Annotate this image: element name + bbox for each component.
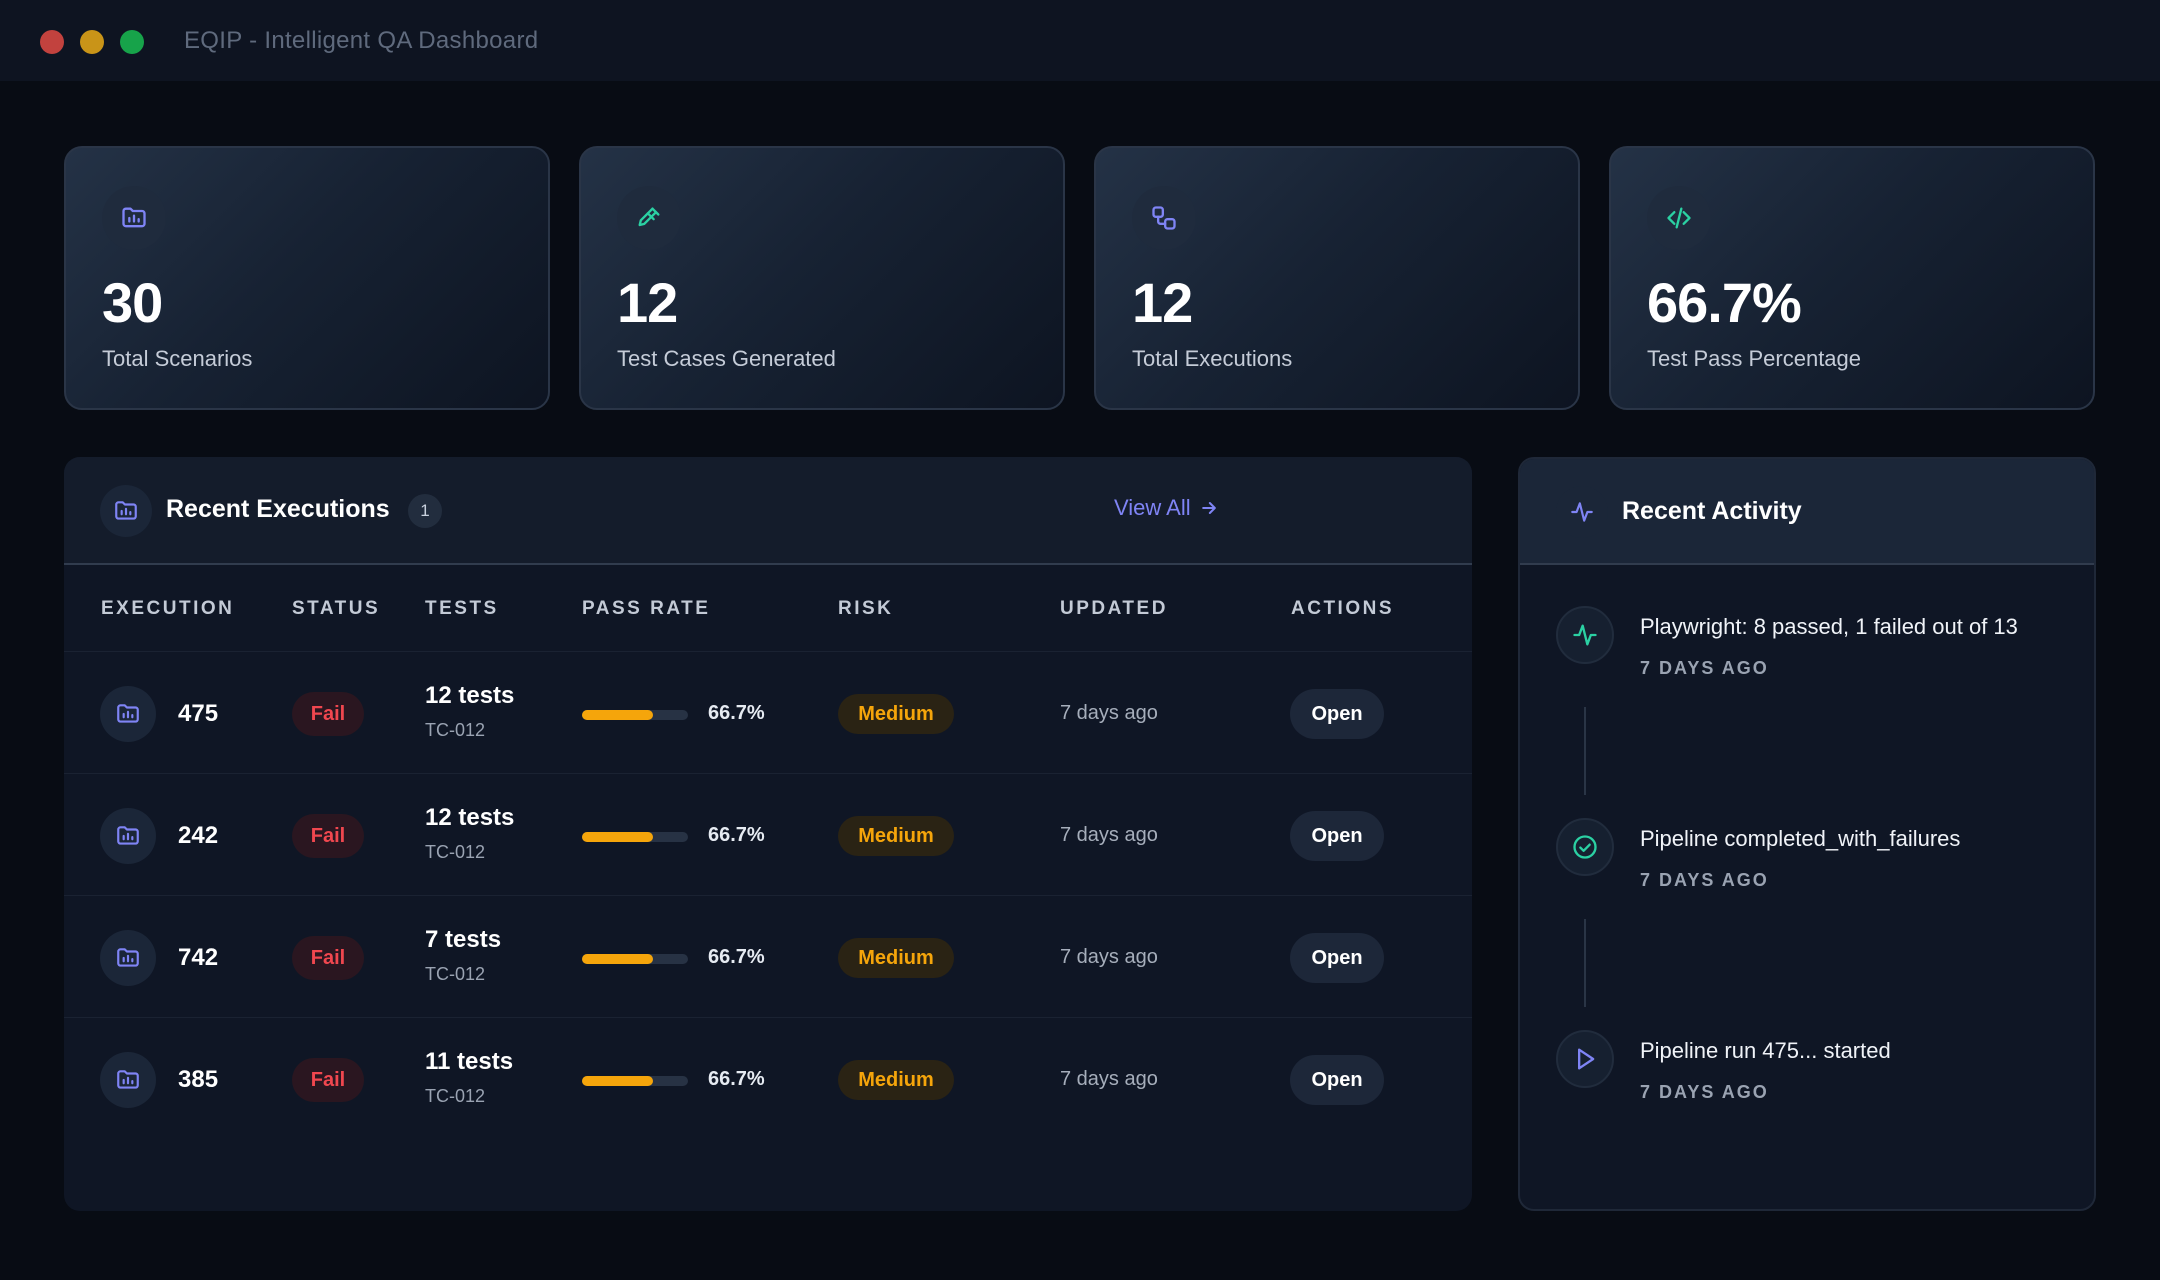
table-row[interactable]: 742 Fail 7 tests TC-012 66.7% Medium 7 d… (64, 895, 1472, 1017)
test-case-id: TC-012 (425, 1086, 486, 1106)
stat-label: Test Cases Generated (617, 346, 836, 371)
window-title: EQIP - Intelligent QA Dashboard (184, 27, 539, 54)
status-badge: Fail (292, 692, 364, 736)
maximize-window-button[interactable] (120, 30, 144, 54)
column-header-execution: EXECUTION (101, 598, 235, 619)
execution-id: 385 (178, 1066, 219, 1093)
recent-executions-header: Recent Executions 1 View All (64, 457, 1472, 565)
stat-value: 30 (102, 271, 163, 334)
column-header-pass-rate: PASS RATE (582, 598, 711, 619)
timeline-connector (1584, 707, 1586, 795)
pass-rate-bar-fill (582, 954, 653, 964)
code-icon (1647, 186, 1711, 250)
folder-chart-icon (100, 686, 156, 742)
column-header-status: STATUS (292, 598, 381, 619)
pass-rate-bar (582, 954, 688, 964)
test-case-id: TC-012 (425, 842, 486, 862)
open-button[interactable]: Open (1290, 1055, 1384, 1105)
stat-card-test-pass-percentage: 66.7% Test Pass Percentage (1609, 146, 2095, 410)
updated-time: 7 days ago (1060, 824, 1158, 846)
folder-chart-icon (100, 808, 156, 864)
folder-chart-icon (100, 930, 156, 986)
test-case-id: TC-012 (425, 964, 486, 984)
tests-count: 12 tests (425, 682, 515, 709)
table-row[interactable]: 475 Fail 12 tests TC-012 66.7% Medium 7 … (64, 651, 1472, 773)
stat-card-total-scenarios: 30 Total Scenarios (64, 146, 550, 410)
stat-label: Test Pass Percentage (1647, 346, 1862, 371)
panel-title: Recent Activity (1622, 497, 1802, 525)
open-button[interactable]: Open (1290, 811, 1384, 861)
activity-text: Pipeline completed_with_failures (1640, 826, 1961, 851)
updated-time: 7 days ago (1060, 1068, 1158, 1090)
play-icon (1556, 1030, 1614, 1088)
updated-time: 7 days ago (1060, 702, 1158, 724)
pass-rate-value: 66.7% (708, 946, 765, 968)
pass-rate-bar-fill (582, 832, 653, 842)
recent-activity-panel: Recent Activity Playwright: 8 passed, 1 … (1518, 457, 2096, 1211)
execution-id: 742 (178, 944, 219, 971)
activity-icon (1556, 486, 1608, 538)
stat-card-test-cases-generated: 12 Test Cases Generated (579, 146, 1065, 410)
pass-rate-value: 66.7% (708, 702, 765, 724)
close-window-button[interactable] (40, 30, 64, 54)
test-case-id: TC-012 (425, 720, 486, 740)
tests-count: 11 tests (425, 1048, 514, 1075)
count-badge: 1 (408, 494, 442, 528)
stat-label: Total Scenarios (102, 346, 253, 371)
updated-time: 7 days ago (1060, 946, 1158, 968)
stat-value: 66.7% (1647, 271, 1802, 334)
pass-rate-bar (582, 710, 688, 720)
folder-chart-icon (100, 1052, 156, 1108)
folder-chart-icon (100, 485, 152, 537)
column-header-tests: TESTS (425, 598, 499, 619)
window-titlebar: EQIP - Intelligent QA Dashboard (0, 0, 2160, 81)
activity-text: Pipeline run 475... started (1640, 1038, 1891, 1063)
folder-chart-icon (102, 186, 166, 250)
activity-time: 7 DAYS AGO (1640, 870, 1769, 890)
tests-count: 7 tests (425, 926, 502, 953)
view-all-label: View All (1114, 495, 1191, 520)
recent-activity-header: Recent Activity (1520, 459, 2094, 565)
stat-value: 12 (1132, 271, 1193, 334)
column-header-updated: UPDATED (1060, 598, 1168, 619)
column-header-risk: RISK (838, 598, 894, 619)
arrow-right-icon (1201, 502, 1216, 514)
stat-card-total-executions: 12 Total Executions (1094, 146, 1580, 410)
open-button[interactable]: Open (1290, 933, 1384, 983)
panel-title: Recent Executions (166, 495, 390, 523)
table-row[interactable]: 242 Fail 12 tests TC-012 66.7% Medium 7 … (64, 773, 1472, 895)
risk-badge: Medium (838, 938, 954, 978)
execution-id: 242 (178, 822, 219, 849)
activity-time: 7 DAYS AGO (1640, 1082, 1769, 1102)
view-all-link[interactable]: View All (1114, 495, 1219, 521)
status-badge: Fail (292, 814, 364, 858)
minimize-window-button[interactable] (80, 30, 104, 54)
table-row[interactable]: 385 Fail 11 tests TC-012 66.7% Medium 7 … (64, 1017, 1472, 1139)
pass-rate-bar-fill (582, 1076, 653, 1086)
pass-rate-bar-fill (582, 710, 653, 720)
risk-badge: Medium (838, 816, 954, 856)
stat-value: 12 (617, 271, 678, 334)
risk-badge: Medium (838, 1060, 954, 1100)
tests-count: 12 tests (425, 804, 515, 831)
pipette-icon (617, 186, 681, 250)
execution-id: 475 (178, 700, 219, 727)
activity-icon (1556, 606, 1614, 664)
risk-badge: Medium (838, 694, 954, 734)
open-button[interactable]: Open (1290, 689, 1384, 739)
timeline-connector (1584, 919, 1586, 1007)
pass-rate-bar (582, 832, 688, 842)
activity-text: Playwright: 8 passed, 1 failed out of 13 (1640, 614, 2018, 639)
check-circle-icon (1556, 818, 1614, 876)
workflow-icon (1132, 186, 1196, 250)
column-header-actions: ACTIONS (1291, 598, 1394, 619)
stat-label: Total Executions (1132, 346, 1293, 371)
status-badge: Fail (292, 1058, 364, 1102)
status-badge: Fail (292, 936, 364, 980)
pass-rate-value: 66.7% (708, 824, 765, 846)
pass-rate-bar (582, 1076, 688, 1086)
activity-time: 7 DAYS AGO (1640, 658, 1769, 678)
pass-rate-value: 66.7% (708, 1068, 765, 1090)
